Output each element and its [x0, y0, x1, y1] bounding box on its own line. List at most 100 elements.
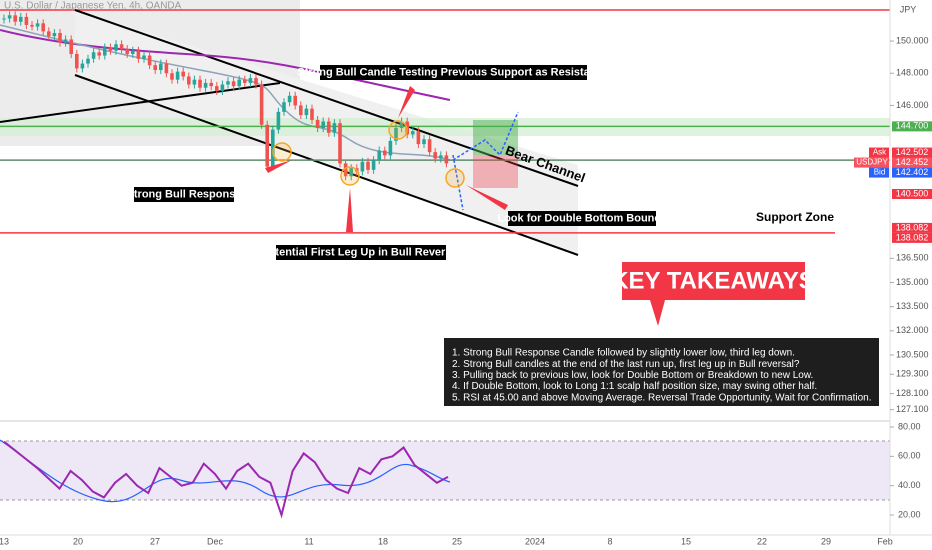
- candle: [220, 84, 225, 91]
- candle: [35, 23, 40, 27]
- annotation: Strong Bull Candle Testing Previous Supp…: [297, 66, 609, 78]
- rsi-tick-label: 60.00: [898, 451, 921, 461]
- candle: [192, 79, 197, 85]
- candle: [394, 127, 398, 141]
- candle: [422, 139, 426, 145]
- target-box: [473, 120, 518, 155]
- annotation: Strong Bull Response: [127, 188, 242, 200]
- price-badge-label: 138.082: [896, 232, 929, 242]
- y-tick-label: 130.500: [896, 349, 929, 359]
- price-badge-label: 144.700: [896, 121, 929, 131]
- x-tick-label: 20: [73, 536, 83, 546]
- highlight: [388, 120, 408, 140]
- candle: [371, 160, 376, 170]
- price-badge: [892, 121, 932, 132]
- y-tick-label: 128.100: [896, 388, 929, 398]
- x-tick-label: 2024: [525, 536, 545, 546]
- price-badge: [892, 232, 932, 243]
- highlight: [445, 168, 465, 188]
- annotation: Potential First Leg Up in Bull Reversal: [261, 246, 460, 258]
- candle: [343, 163, 348, 177]
- candle: [304, 108, 309, 116]
- takeaway: 1. Strong Bull Response Candle followed …: [452, 348, 795, 359]
- candle: [271, 129, 275, 167]
- candle: [86, 58, 90, 64]
- y-tick-label: 132.000: [896, 325, 929, 335]
- x-tick-label: 11: [304, 536, 313, 546]
- label-box: [134, 187, 234, 202]
- candle: [299, 105, 303, 116]
- takeaway: 4. If Double Bottom, look to Long 1:1 sc…: [452, 381, 817, 392]
- y-tick-label: 146.000: [896, 100, 929, 110]
- candle: [315, 119, 320, 128]
- takeaway: 5. RSI at 45.00 and above Moving Average…: [452, 392, 871, 403]
- badge-name: Bid: [874, 168, 886, 177]
- candle: [159, 63, 163, 71]
- rsi-tick-label: 40.00: [898, 480, 921, 490]
- candle: [69, 39, 73, 54]
- candle: [97, 52, 101, 56]
- badge-name-box: [869, 147, 889, 158]
- candle: [411, 131, 415, 135]
- x-tick-label: Dec: [207, 536, 224, 546]
- candle: [215, 86, 219, 91]
- candle: [187, 76, 191, 85]
- price-badge-label: 142.402: [896, 167, 929, 177]
- price-badge: [892, 188, 932, 199]
- x-tick-label: 22: [757, 536, 767, 546]
- candle: [52, 33, 57, 37]
- y-tick-label: 127.100: [896, 404, 929, 414]
- support-label: Support Zone: [756, 210, 834, 224]
- candle: [243, 79, 247, 83]
- price-badge-label: 142.502: [896, 147, 929, 157]
- x-tick-label: Feb: [877, 536, 893, 546]
- arrow: [398, 86, 415, 118]
- arrow: [466, 185, 508, 210]
- price-badge: [892, 167, 932, 178]
- key-box: [622, 262, 805, 326]
- candle: [164, 63, 169, 74]
- candle: [91, 52, 96, 59]
- price-badge-label: 138.082: [896, 222, 929, 232]
- x-tick-label: 8: [607, 536, 612, 546]
- candle: [388, 140, 393, 156]
- candle: [383, 150, 387, 156]
- price-badge: [892, 147, 932, 158]
- candle: [30, 24, 34, 27]
- highlight: [340, 166, 360, 186]
- candle: [399, 121, 404, 128]
- candle: [198, 79, 202, 88]
- y-tick-label: 150.000: [896, 35, 929, 45]
- candle: [80, 63, 85, 69]
- candle: [287, 95, 292, 103]
- candle: [2, 18, 6, 20]
- label-box: [508, 211, 656, 226]
- price-badge: [892, 222, 932, 233]
- candle: [63, 39, 68, 43]
- candle: [427, 139, 432, 153]
- price-badge-label: 142.452: [896, 157, 929, 167]
- candle: [226, 81, 230, 85]
- candle: [439, 155, 443, 159]
- label-box: [276, 245, 446, 260]
- y-tick-label: 148.000: [896, 68, 929, 78]
- y-tick-label: 135.000: [896, 277, 929, 287]
- y-tick-label: 136.500: [896, 253, 929, 263]
- y-tick-label: 129.300: [896, 369, 929, 379]
- candle: [19, 16, 23, 22]
- candle: [327, 121, 331, 133]
- x-tick-label: 29: [821, 536, 831, 546]
- candle: [175, 71, 180, 80]
- channel-bottom: [74, 74, 579, 256]
- candle: [170, 73, 174, 80]
- candle: [366, 161, 370, 170]
- takeaways-box: [444, 338, 879, 406]
- rsi-signal: [0, 439, 451, 503]
- x-tick-label: 27: [150, 536, 160, 546]
- chart-title: U.S. Dollar / Japanese Yen, 4h, OANDA: [4, 1, 182, 12]
- x-tick-label: 13: [0, 536, 9, 546]
- candle: [237, 79, 241, 87]
- candle: [231, 81, 236, 87]
- badge-name-box: [869, 167, 889, 178]
- candle: [142, 55, 146, 59]
